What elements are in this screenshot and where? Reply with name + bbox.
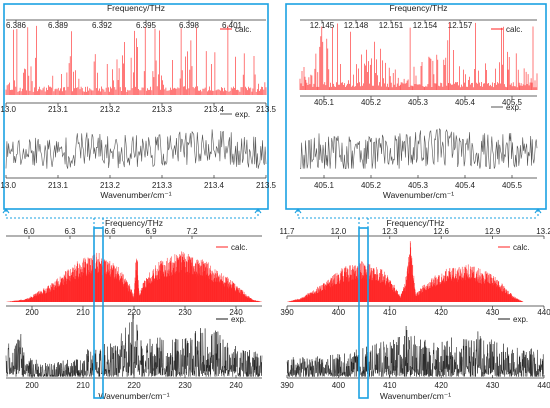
top-tick-label: 6.389: [48, 21, 69, 30]
mid-tick-label: 213.0: [0, 105, 17, 114]
series-exp-zoom-right: [300, 127, 538, 169]
bottom-tick-label: 213.1: [48, 181, 69, 190]
mid-tick-label: 213.4: [204, 105, 225, 114]
top-tick-label: 6.0: [23, 227, 35, 236]
legend-calc-label: calc.: [513, 243, 529, 252]
mid-tick-label: 440: [537, 308, 550, 317]
bottom-tick-label: 400: [332, 381, 346, 390]
mid-tick-label: 213.3: [152, 105, 173, 114]
connector-right: [297, 210, 539, 228]
top-tick-label: 6.398: [179, 21, 200, 30]
bottom-tick-label: 213.2: [100, 181, 121, 190]
top-tick-label: 12.145: [310, 21, 335, 30]
series-calc-full-left: [6, 251, 262, 302]
mid-tick-label: 213.2: [100, 105, 121, 114]
mid-tick-label: 405.3: [408, 98, 429, 107]
bottom-tick-label: 213.4: [204, 181, 225, 190]
bottom-tick-label: 405.2: [361, 181, 382, 190]
x-axis-label: Wavenumber/cm⁻¹: [98, 391, 169, 401]
top-axis-label: Frequency/THz: [107, 3, 165, 13]
top-axis-label: Frequency/THz: [389, 3, 447, 13]
bottom-tick-label: 213.3: [152, 181, 173, 190]
bottom-tick-label: 210: [76, 381, 90, 390]
series-calc-full-right: [287, 241, 524, 302]
mid-tick-label: 405.4: [455, 98, 476, 107]
mid-tick-label: 210: [76, 308, 90, 317]
mid-tick-label: 400: [332, 308, 346, 317]
connector-left: [5, 210, 259, 228]
bottom-tick-label: 430: [486, 381, 500, 390]
connector-arrows: [2, 208, 542, 214]
bottom-tick-label: 213.0: [0, 181, 17, 190]
top-tick-label: 12.154: [413, 21, 438, 30]
series-exp-full-left: [5, 312, 263, 378]
top-tick-label: 13.2: [536, 227, 550, 236]
bottom-tick-label: 390: [280, 381, 294, 390]
legend-exp-label: exp.: [231, 315, 246, 324]
mid-tick-label: 220: [127, 308, 141, 317]
top-tick-label: 6.6: [104, 227, 116, 236]
zoom-frame-zoom-left: [3, 3, 269, 210]
mid-tick-label: 213.1: [48, 105, 69, 114]
mid-tick-label: 405.5: [502, 98, 523, 107]
mid-tick-label: 240: [229, 308, 243, 317]
top-tick-label: 12.9: [485, 227, 501, 236]
x-axis-label: Wavenumber/cm⁻¹: [383, 190, 454, 200]
x-axis-label: Wavenumber/cm⁻¹: [100, 190, 171, 200]
bottom-tick-label: 240: [229, 381, 243, 390]
bottom-tick-label: 440: [537, 381, 550, 390]
top-tick-label: 6.386: [6, 21, 27, 30]
top-tick-label: 6.395: [136, 21, 157, 30]
top-tick-label: 6.392: [92, 21, 113, 30]
series-calc-zoom-right: [299, 22, 538, 90]
bottom-tick-label: 200: [25, 381, 39, 390]
legend-exp-label: exp.: [506, 103, 521, 112]
x-axis-label: Wavenumber/cm⁻¹: [380, 391, 451, 401]
mid-tick-label: 213.5: [256, 105, 277, 114]
highlight-region-right: [358, 227, 369, 399]
legend-calc-label: calc.: [506, 25, 522, 34]
bottom-tick-label: 405.3: [408, 181, 429, 190]
top-tick-label: 6.3: [64, 227, 76, 236]
bottom-tick-label: 410: [383, 381, 397, 390]
mid-tick-label: 230: [178, 308, 192, 317]
mid-tick-label: 420: [435, 308, 449, 317]
bottom-tick-label: 405.5: [502, 181, 523, 190]
bottom-tick-label: 213.5: [256, 181, 277, 190]
top-tick-label: 11.7: [280, 227, 296, 236]
top-tick-label: 12.148: [344, 21, 369, 30]
series-exp-full-right: [286, 325, 545, 378]
bottom-tick-label: 405.4: [455, 181, 476, 190]
top-tick-label: 12.6: [433, 227, 449, 236]
bottom-tick-label: 405.1: [314, 181, 335, 190]
series-calc-zoom-left: [5, 25, 267, 95]
highlight-region-left: [93, 227, 104, 399]
top-axis-label: Frequency/THz: [386, 218, 444, 228]
top-tick-label: 12.157: [448, 21, 473, 30]
top-tick-label: 6.401: [222, 21, 243, 30]
top-tick-label: 12.151: [379, 21, 404, 30]
top-tick-label: 12.3: [382, 227, 398, 236]
top-tick-label: 6.9: [145, 227, 157, 236]
top-tick-label: 7.2: [186, 227, 198, 236]
bottom-tick-label: 420: [435, 381, 449, 390]
legend-exp-label: exp.: [513, 315, 528, 324]
legend-calc-label: calc.: [231, 243, 247, 252]
bottom-tick-label: 220: [127, 381, 141, 390]
mid-tick-label: 405.2: [361, 98, 382, 107]
series-exp-zoom-left: [5, 129, 267, 169]
legend-calc-label: calc.: [235, 25, 251, 34]
mid-tick-label: 200: [25, 308, 39, 317]
mid-tick-label: 430: [486, 308, 500, 317]
mid-tick-label: 410: [383, 308, 397, 317]
top-tick-label: 12.0: [331, 227, 347, 236]
zoom-frame-zoom-right: [285, 3, 547, 210]
zoom-connectors: [5, 210, 539, 228]
legend-exp-label: exp.: [235, 110, 250, 119]
mid-tick-label: 390: [280, 308, 294, 317]
bottom-tick-label: 230: [178, 381, 192, 390]
top-axis-label: Frequency/THz: [105, 218, 163, 228]
mid-tick-label: 405.1: [314, 98, 335, 107]
